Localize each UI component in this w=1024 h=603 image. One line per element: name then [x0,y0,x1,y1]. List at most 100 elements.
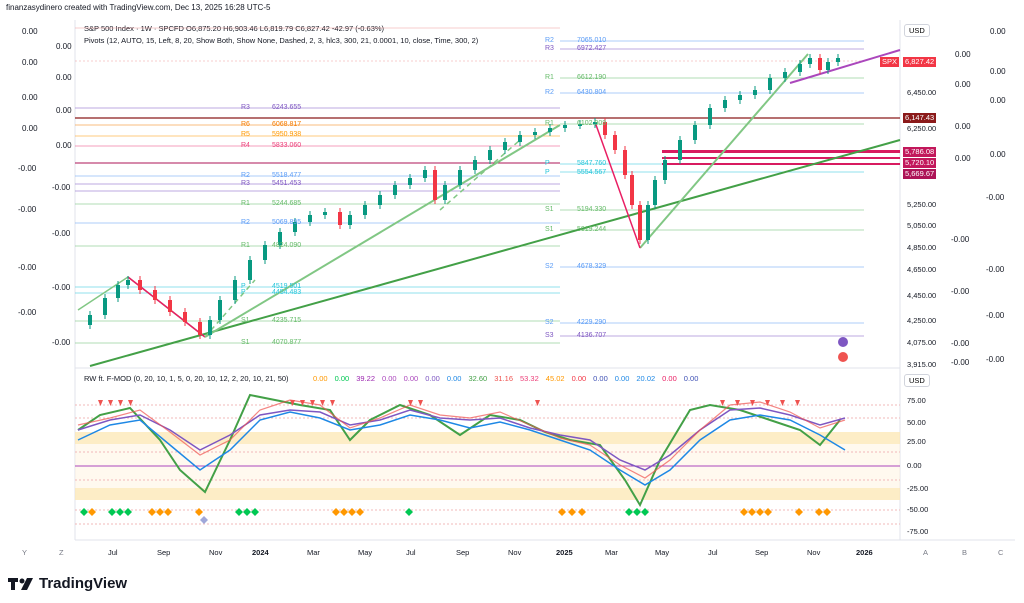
pivot-label: S2 [545,319,554,326]
candle-body [116,285,120,298]
time-axis-label: Jul [708,548,718,557]
candle-body [678,140,682,160]
indicator-value: 32.60 [468,374,488,383]
candle-body [808,58,812,64]
pivot-label: R3 [241,180,250,187]
caption: finanzasydinero created with TradingView… [6,3,271,12]
candle-body [433,170,437,200]
candle-body [798,64,802,72]
candle-body [768,78,772,90]
time-axis-label: Nov [807,548,821,557]
scale-letter: Y [22,548,28,557]
flash-icon [838,337,848,347]
candle-body [458,170,462,185]
pivot-label: R1 [241,200,250,207]
pivot-value: 5518.477 [272,172,302,179]
candle-body [338,212,342,225]
tradingview-logo-icon [8,577,33,590]
candle-body [578,124,582,126]
time-axis-label: Sep [157,548,171,557]
candle-body [393,185,397,195]
candle-body [363,205,367,215]
candle-body [563,125,567,128]
candle-body [723,100,727,108]
indicator-value: 0.00 [382,374,397,383]
time-axis-label: May [655,548,670,557]
left-zero-label: 0.00 [56,106,72,115]
pivot-value: 5194.330 [577,206,607,213]
candle-body [233,280,237,300]
indicator-value: 0.00 [334,374,350,383]
candle-body [708,108,712,125]
pivot-value: 5833.060 [272,142,302,149]
price-tag-3: 5,720.10 [903,158,937,168]
right-zero-label: 0.00 [990,96,1006,105]
left-zero-label: 0.00 [22,124,38,133]
pivot-label: R1 [241,242,250,249]
right-zero-label: 0.00 [990,27,1006,36]
left-zero-label: 0.00 [56,73,72,82]
pivot-label: S1 [545,226,554,233]
brand-name: TradingView [39,575,128,592]
osc-axis-label: -25.00 [907,484,929,493]
osc-axis-label: 75.00 [907,396,926,405]
time-axis-label: Mar [307,548,320,557]
pivot-label: P [545,160,550,167]
left-zero-label: 0.00 [22,93,38,102]
pivot-label: R2 [241,219,250,226]
price-tag-4: 5,669.67 [903,169,937,179]
right-zero-label: 0.00 [955,80,971,89]
indicator-value: 0.00 [614,374,630,383]
candle-body [218,300,222,320]
pivot-value: 5847.760 [577,160,607,167]
indicator-legend[interactable]: RW ft. F-MOD (0, 20, 10, 1, 5, 0, 20, 10… [84,374,289,383]
price-axis-label: 5,050.00 [907,221,937,230]
pivot-label: S1 [241,339,250,346]
pivot-label: R4 [241,142,250,149]
left-zero-label: -0.00 [52,283,71,292]
candle-body [753,90,757,95]
spx-symbol-tag: SPX [880,57,900,67]
candle-body [548,128,552,132]
pivot-label: R5 [241,131,250,138]
candle-body [593,122,597,124]
candle-body [88,315,92,325]
time-axis-label: Jul [108,548,118,557]
symbol-legend[interactable]: S&P 500 Index · 1W · SPCFD O6,875.20 H6,… [84,24,385,33]
pivot-value: 5019.244 [577,226,607,233]
pivot-value: 6243.655 [272,104,302,111]
indicator-value: 39.22 [356,374,375,383]
pivot-value: 7065.010 [577,37,607,44]
pivot-value: 5554.567 [577,169,607,176]
currency-button-oscillator[interactable]: USD [904,374,930,387]
pivot-value: 4229.290 [577,319,607,326]
candle-body [503,142,507,150]
diamond-markers [80,508,831,524]
pivot-value: 5451.453 [272,180,302,187]
candle-body [248,260,252,280]
indicator-values: 0.00 0.00 39.22 0.00 0.00 0.00 0.00 32.60 31.16 5… [313,374,705,383]
pivot-label: S1 [545,206,554,213]
candle-body [138,280,142,290]
indicator-value: 0.00 [662,374,677,383]
scale-letter: Z [59,548,64,557]
pivots-legend[interactable]: Pivots (12, AUTO, 15, Left, 8, 20, Show … [84,36,479,45]
pivot-label: S2 [545,263,554,270]
brand-logo[interactable]: TradingView [8,575,127,592]
indicator-value: 20.02 [636,374,656,383]
pivot-label: R3 [545,45,554,52]
osc-axis-label: -50.00 [907,505,929,514]
candle-body [693,125,697,140]
pivot-lines-right [75,40,900,337]
osc-axis-label: -75.00 [907,527,929,536]
pivot-value: 4454.483 [272,289,302,296]
spx-price-tag: 6,827.42 [903,57,937,67]
time-axis-label: Sep [456,548,470,557]
candle-body [378,195,382,205]
pivot-value: 4235.715 [272,317,302,324]
currency-button[interactable]: USD [904,24,930,37]
left-zero-label: -0.00 [18,308,37,317]
indicator-value: 0.00 [313,374,328,383]
price-axis-label: 4,650.00 [907,265,937,274]
